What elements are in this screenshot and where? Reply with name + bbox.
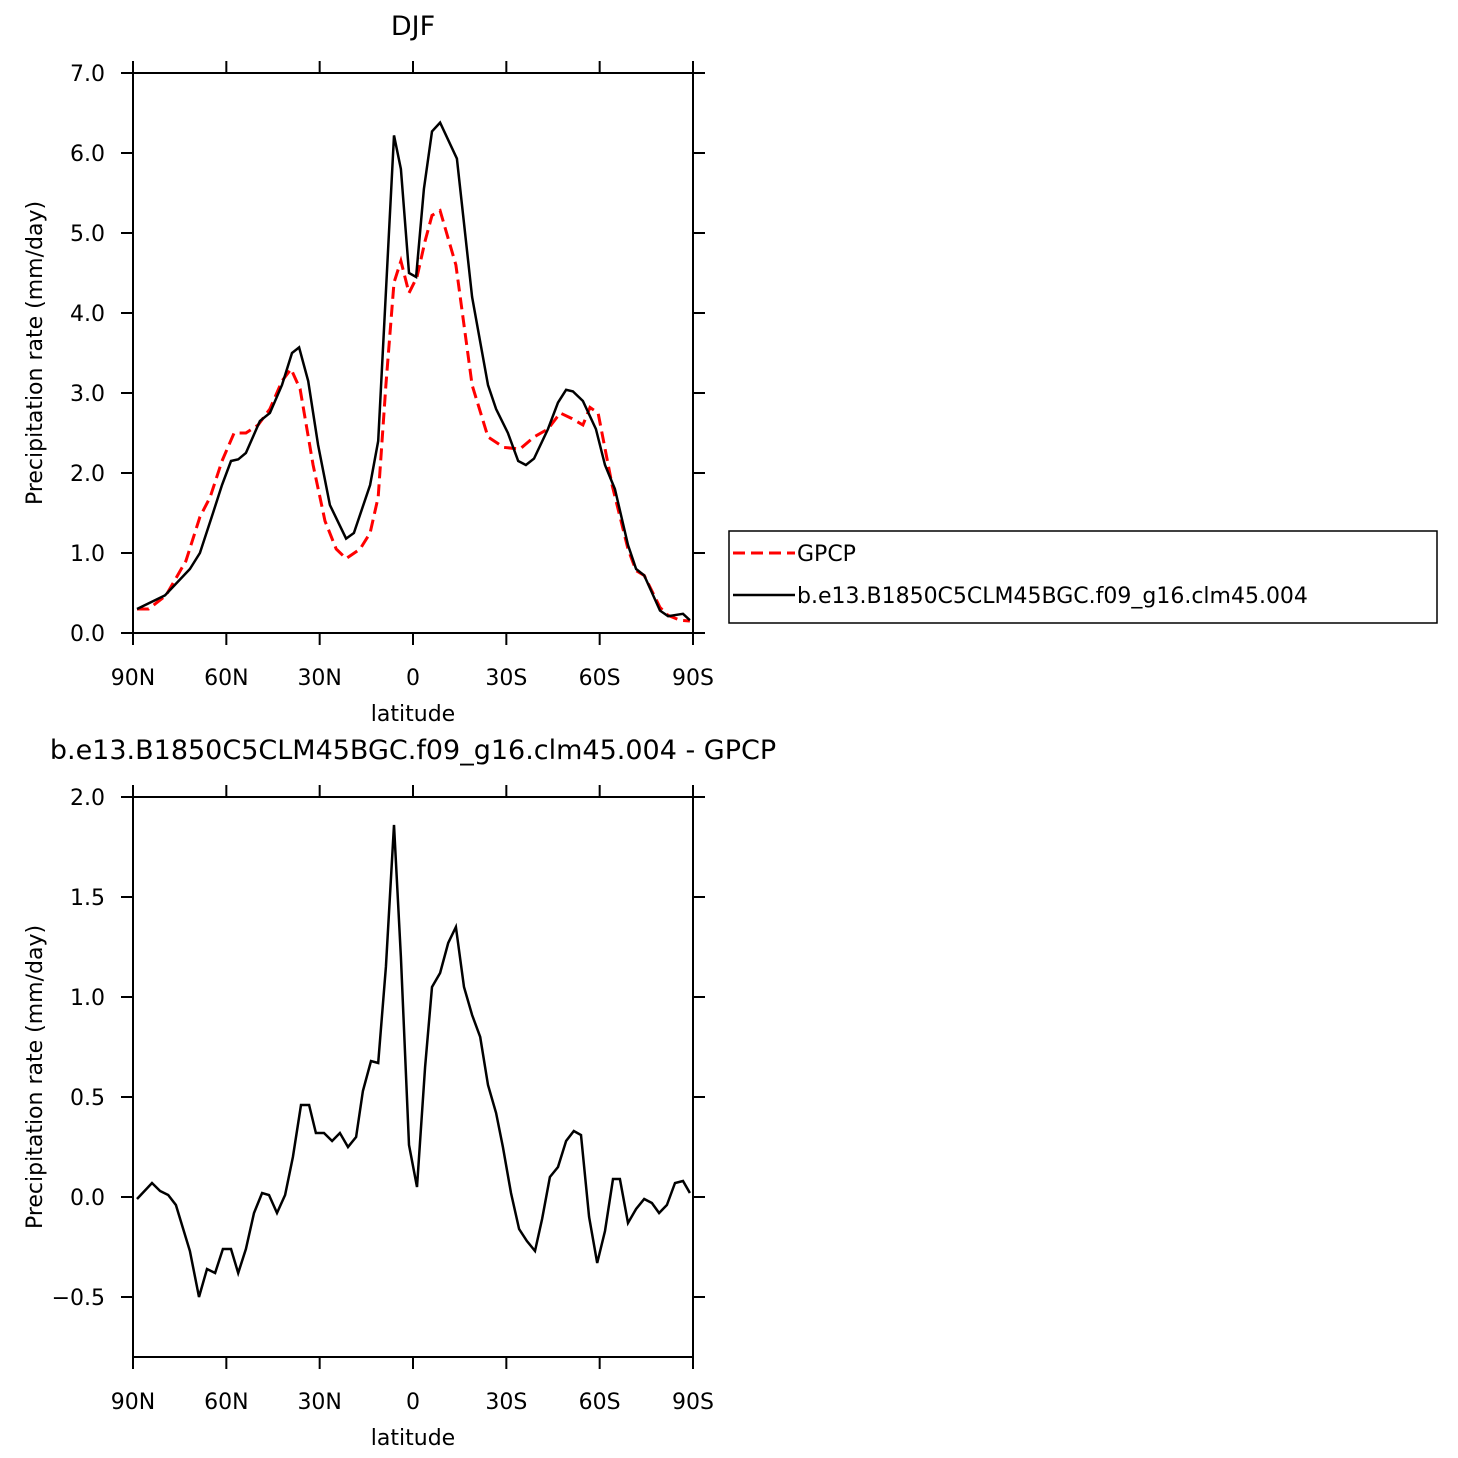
x-tick-label: 60N (204, 1390, 248, 1415)
legend-box (728, 530, 1438, 624)
chart-title: b.e13.B1850C5CLM45BGC.f09_g16.clm45.004 … (50, 735, 776, 766)
x-tick-label: 90N (111, 1390, 155, 1415)
y-tick-label: 2.0 (70, 462, 105, 487)
x-tick-label: 60S (579, 666, 621, 691)
y-tick-label: 6.0 (70, 142, 105, 167)
y-tick-label: 0.0 (70, 1186, 105, 1211)
x-tick-label: 90S (672, 1390, 714, 1415)
x-tick-label: 60N (204, 666, 248, 691)
x-tick-label: 30N (297, 1390, 341, 1415)
y-tick-label: 4.0 (70, 302, 105, 327)
y-tick-label: 3.0 (70, 382, 105, 407)
plot-frame (132, 796, 694, 1358)
x-axis-label: latitude (371, 702, 455, 727)
y-axis-label: Precipitation rate (mm/day) (23, 925, 48, 1229)
series-line (136, 824, 691, 1298)
y-tick-label: 5.0 (70, 222, 105, 247)
chart-title: DJF (391, 11, 435, 42)
y-tick-label: 0.0 (70, 622, 105, 647)
series-line (136, 120, 691, 622)
y-tick-label: 2.0 (70, 786, 105, 811)
series-line (137, 208, 691, 623)
y-tick-label: 7.0 (70, 62, 105, 87)
x-tick-label: 30S (485, 1390, 527, 1415)
x-tick-label: 90N (111, 666, 155, 691)
x-tick-label: 90S (672, 666, 714, 691)
x-tick-label: 30S (485, 666, 527, 691)
x-tick-label: 30N (297, 666, 341, 691)
plot-frame (132, 72, 694, 634)
y-tick-label: −0.5 (52, 1286, 105, 1311)
x-tick-label: 0 (406, 666, 420, 691)
legend-label: GPCP (797, 542, 856, 567)
x-tick-label: 0 (406, 1390, 420, 1415)
x-tick-label: 60S (579, 1390, 621, 1415)
y-axis-label: Precipitation rate (mm/day) (23, 201, 48, 505)
y-tick-label: 1.0 (70, 986, 105, 1011)
y-tick-label: 1.0 (70, 542, 105, 567)
x-axis-label: latitude (371, 1426, 455, 1451)
y-tick-label: 1.5 (70, 886, 105, 911)
legend-label: b.e13.B1850C5CLM45BGC.f09_g16.clm45.004 (797, 584, 1308, 609)
y-tick-label: 0.5 (70, 1086, 105, 1111)
